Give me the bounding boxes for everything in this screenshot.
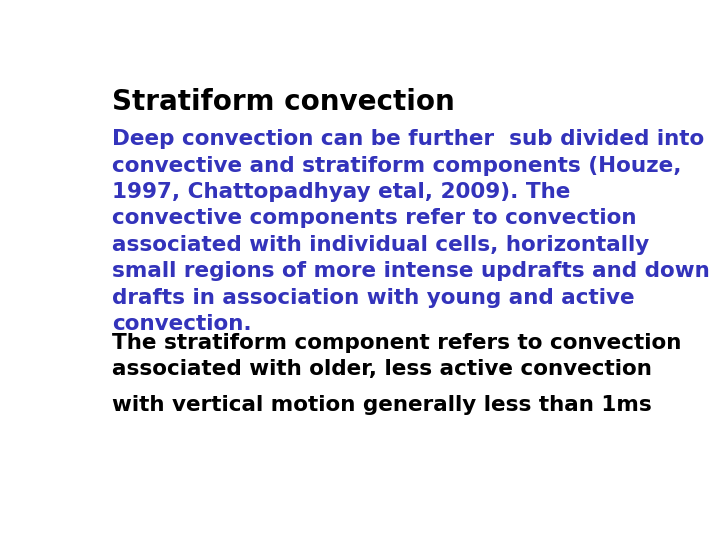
Text: The stratiform component refers to convection
associated with older, less active: The stratiform component refers to conve… (112, 333, 682, 380)
Text: Deep convection can be further  sub divided into
convective and stratiform compo: Deep convection can be further sub divid… (112, 129, 710, 334)
Text: with vertical motion generally less than 1ms: with vertical motion generally less than… (112, 395, 652, 415)
Text: Stratiform convection: Stratiform convection (112, 87, 455, 116)
